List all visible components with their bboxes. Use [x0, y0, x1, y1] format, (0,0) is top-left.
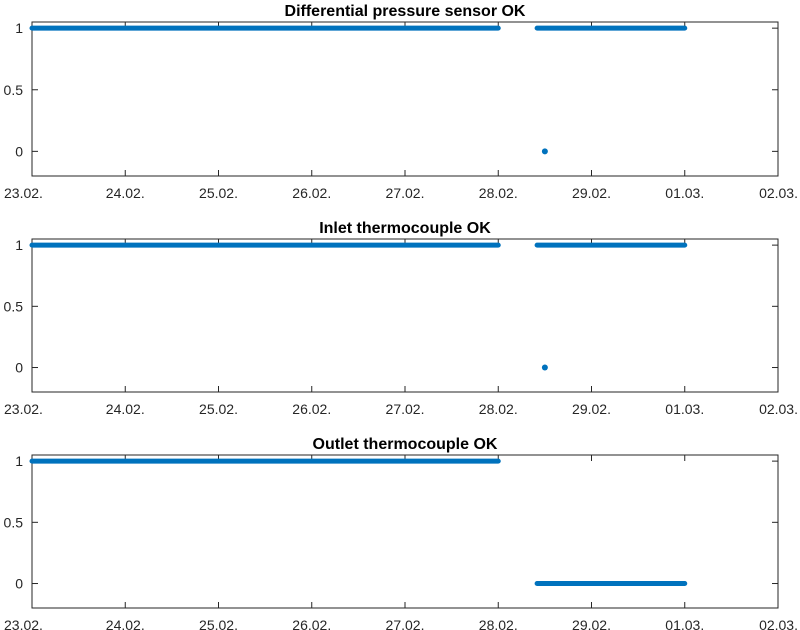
x-tick-label: 01.03. — [665, 617, 704, 630]
chart-panel-1: Differential pressure sensor OK 23.02. 24.… — [4, 3, 798, 201]
x-tick-label: 26.02. — [292, 401, 331, 417]
x-tick-label: 26.02. — [292, 185, 331, 201]
x-tick-label: 29.02. — [572, 617, 611, 630]
y-tick-label: 1 — [15, 453, 23, 469]
y-tick-label: 0 — [15, 576, 23, 592]
x-tick-label: 27.02. — [386, 185, 425, 201]
y-tick-label: 0.5 — [4, 298, 24, 314]
x-tick-label: 24.02. — [106, 617, 145, 630]
data-point — [541, 364, 548, 371]
axes-box — [31, 238, 779, 393]
chart-title: Outlet thermocouple OK — [313, 436, 498, 453]
y-tick-label: 0.5 — [4, 82, 24, 98]
x-tick-label: 27.02. — [386, 617, 425, 630]
x-tick-label: 27.02. — [386, 401, 425, 417]
axes-box — [31, 21, 779, 177]
x-tick-label: 23.02. — [4, 185, 43, 201]
x-tick-label: 02.03. — [759, 401, 798, 417]
y-tick-label: 0 — [15, 360, 23, 376]
y-tick-label: 1 — [15, 20, 23, 36]
x-tick-label: 26.02. — [292, 617, 331, 630]
x-tick-label: 01.03. — [665, 185, 704, 201]
x-tick-label: 29.02. — [572, 185, 611, 201]
chart-title: Differential pressure sensor OK — [285, 3, 526, 20]
x-tick-label: 24.02. — [106, 401, 145, 417]
x-tick-label: 28.02. — [479, 617, 518, 630]
x-tick-label: 02.03. — [759, 617, 798, 630]
x-tick-label: 01.03. — [665, 401, 704, 417]
chart-panel-2: Inlet thermocouple OK 23.02. 24.02. 25.02. 2… — [4, 220, 798, 417]
x-tick-label: 23.02. — [4, 617, 43, 630]
x-tick-label: 25.02. — [199, 617, 238, 630]
chart-title: Inlet thermocouple OK — [319, 220, 491, 237]
x-tick-label: 29.02. — [572, 401, 611, 417]
y-tick-label: 0 — [15, 143, 23, 159]
x-tick-label: 23.02. — [4, 401, 43, 417]
y-tick-label: 1 — [15, 237, 23, 253]
x-tick-label: 28.02. — [479, 401, 518, 417]
chart-panel-3: Outlet thermocouple OK 23.02. 24.02. 25.02.… — [4, 436, 798, 630]
x-tick-label: 25.02. — [199, 401, 238, 417]
data-point — [541, 148, 548, 155]
x-tick-label: 28.02. — [479, 185, 518, 201]
y-tick-label: 0.5 — [4, 514, 24, 530]
x-tick-label: 25.02. — [199, 185, 238, 201]
x-tick-label: 24.02. — [106, 185, 145, 201]
x-tick-label: 02.03. — [759, 185, 798, 201]
